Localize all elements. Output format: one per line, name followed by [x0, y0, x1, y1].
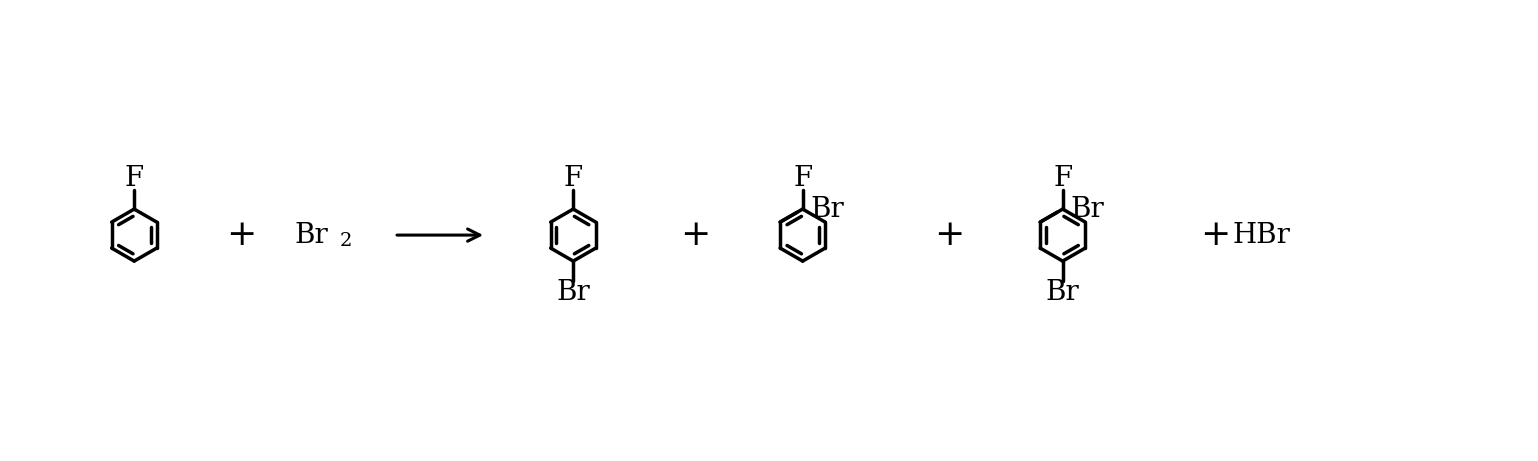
Text: Br: Br: [557, 279, 591, 306]
Text: +: +: [680, 218, 711, 252]
Text: F: F: [125, 165, 143, 192]
Text: +: +: [1201, 218, 1230, 252]
Text: +: +: [934, 218, 964, 252]
Text: +: +: [226, 218, 257, 252]
Text: Br: Br: [1046, 279, 1080, 306]
Text: Br: Br: [811, 196, 844, 223]
Text: F: F: [1054, 165, 1072, 192]
Text: F: F: [794, 165, 812, 192]
Text: 2: 2: [340, 232, 352, 250]
Text: HBr: HBr: [1232, 222, 1290, 248]
Text: F: F: [563, 165, 583, 192]
Text: Br: Br: [1070, 196, 1104, 223]
Text: Br: Br: [295, 222, 329, 248]
